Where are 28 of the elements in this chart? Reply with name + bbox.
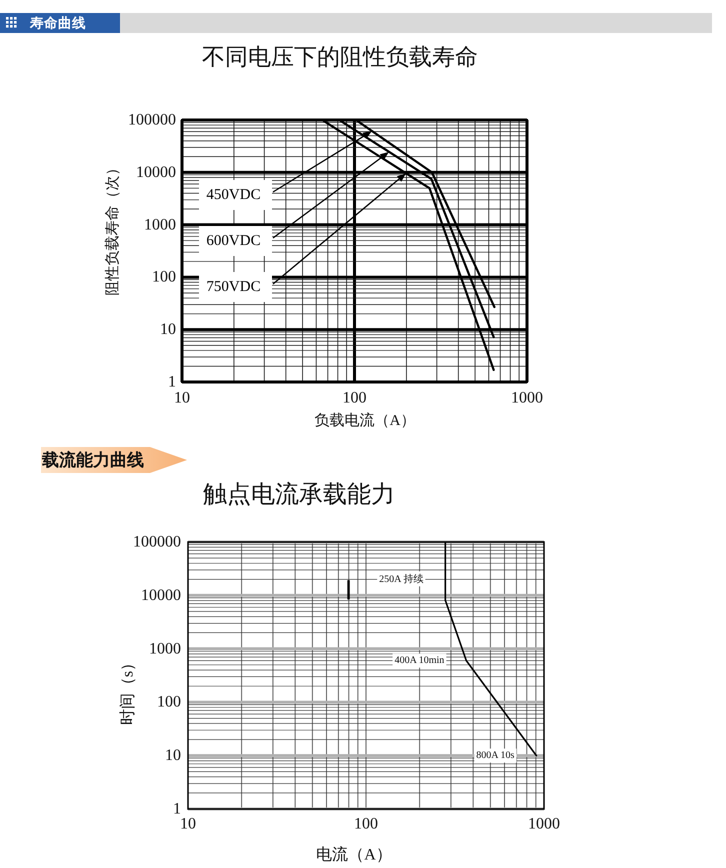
y-tick-label: 1 <box>173 800 181 818</box>
x-tick-label: 100 <box>342 390 366 406</box>
y-tick-label: 1000 <box>144 216 176 234</box>
y-tick-label: 100 <box>157 694 181 711</box>
x-axis-title: 负载电流（A） <box>314 412 416 429</box>
y-tick-label: 1 <box>168 374 176 390</box>
y-tick-label: 10000 <box>136 164 176 181</box>
y-tick-label: 100000 <box>133 534 181 550</box>
y-axis-title: 阻性负载寿命（次） <box>104 160 121 296</box>
x-axis-title: 电流（A） <box>316 846 392 864</box>
chart-title: 触点电流承载能力 <box>203 481 395 508</box>
y-axis-title: 时间（s） <box>118 654 136 726</box>
x-tick-label: 100 <box>354 816 378 832</box>
y-tick-label: 10 <box>160 321 176 338</box>
text: 750VDC <box>206 279 261 295</box>
y-tick-label: 10000 <box>141 586 181 604</box>
text: 载流能力曲线 <box>41 450 144 470</box>
text: 450VDC <box>206 187 261 203</box>
chart-title: 不同电压下的阻性负载寿命 <box>202 44 478 70</box>
y-tick-label: 100000 <box>128 112 176 128</box>
x-tick-label: 1000 <box>511 390 543 406</box>
text: 600VDC <box>206 233 261 249</box>
text: 寿命曲线 <box>29 16 86 30</box>
y-tick-label: 1000 <box>149 640 181 658</box>
x-tick-label: 10 <box>180 816 196 832</box>
x-tick-label: 1000 <box>528 816 560 832</box>
y-tick-label: 100 <box>152 268 176 286</box>
y-tick-label: 10 <box>165 747 181 764</box>
